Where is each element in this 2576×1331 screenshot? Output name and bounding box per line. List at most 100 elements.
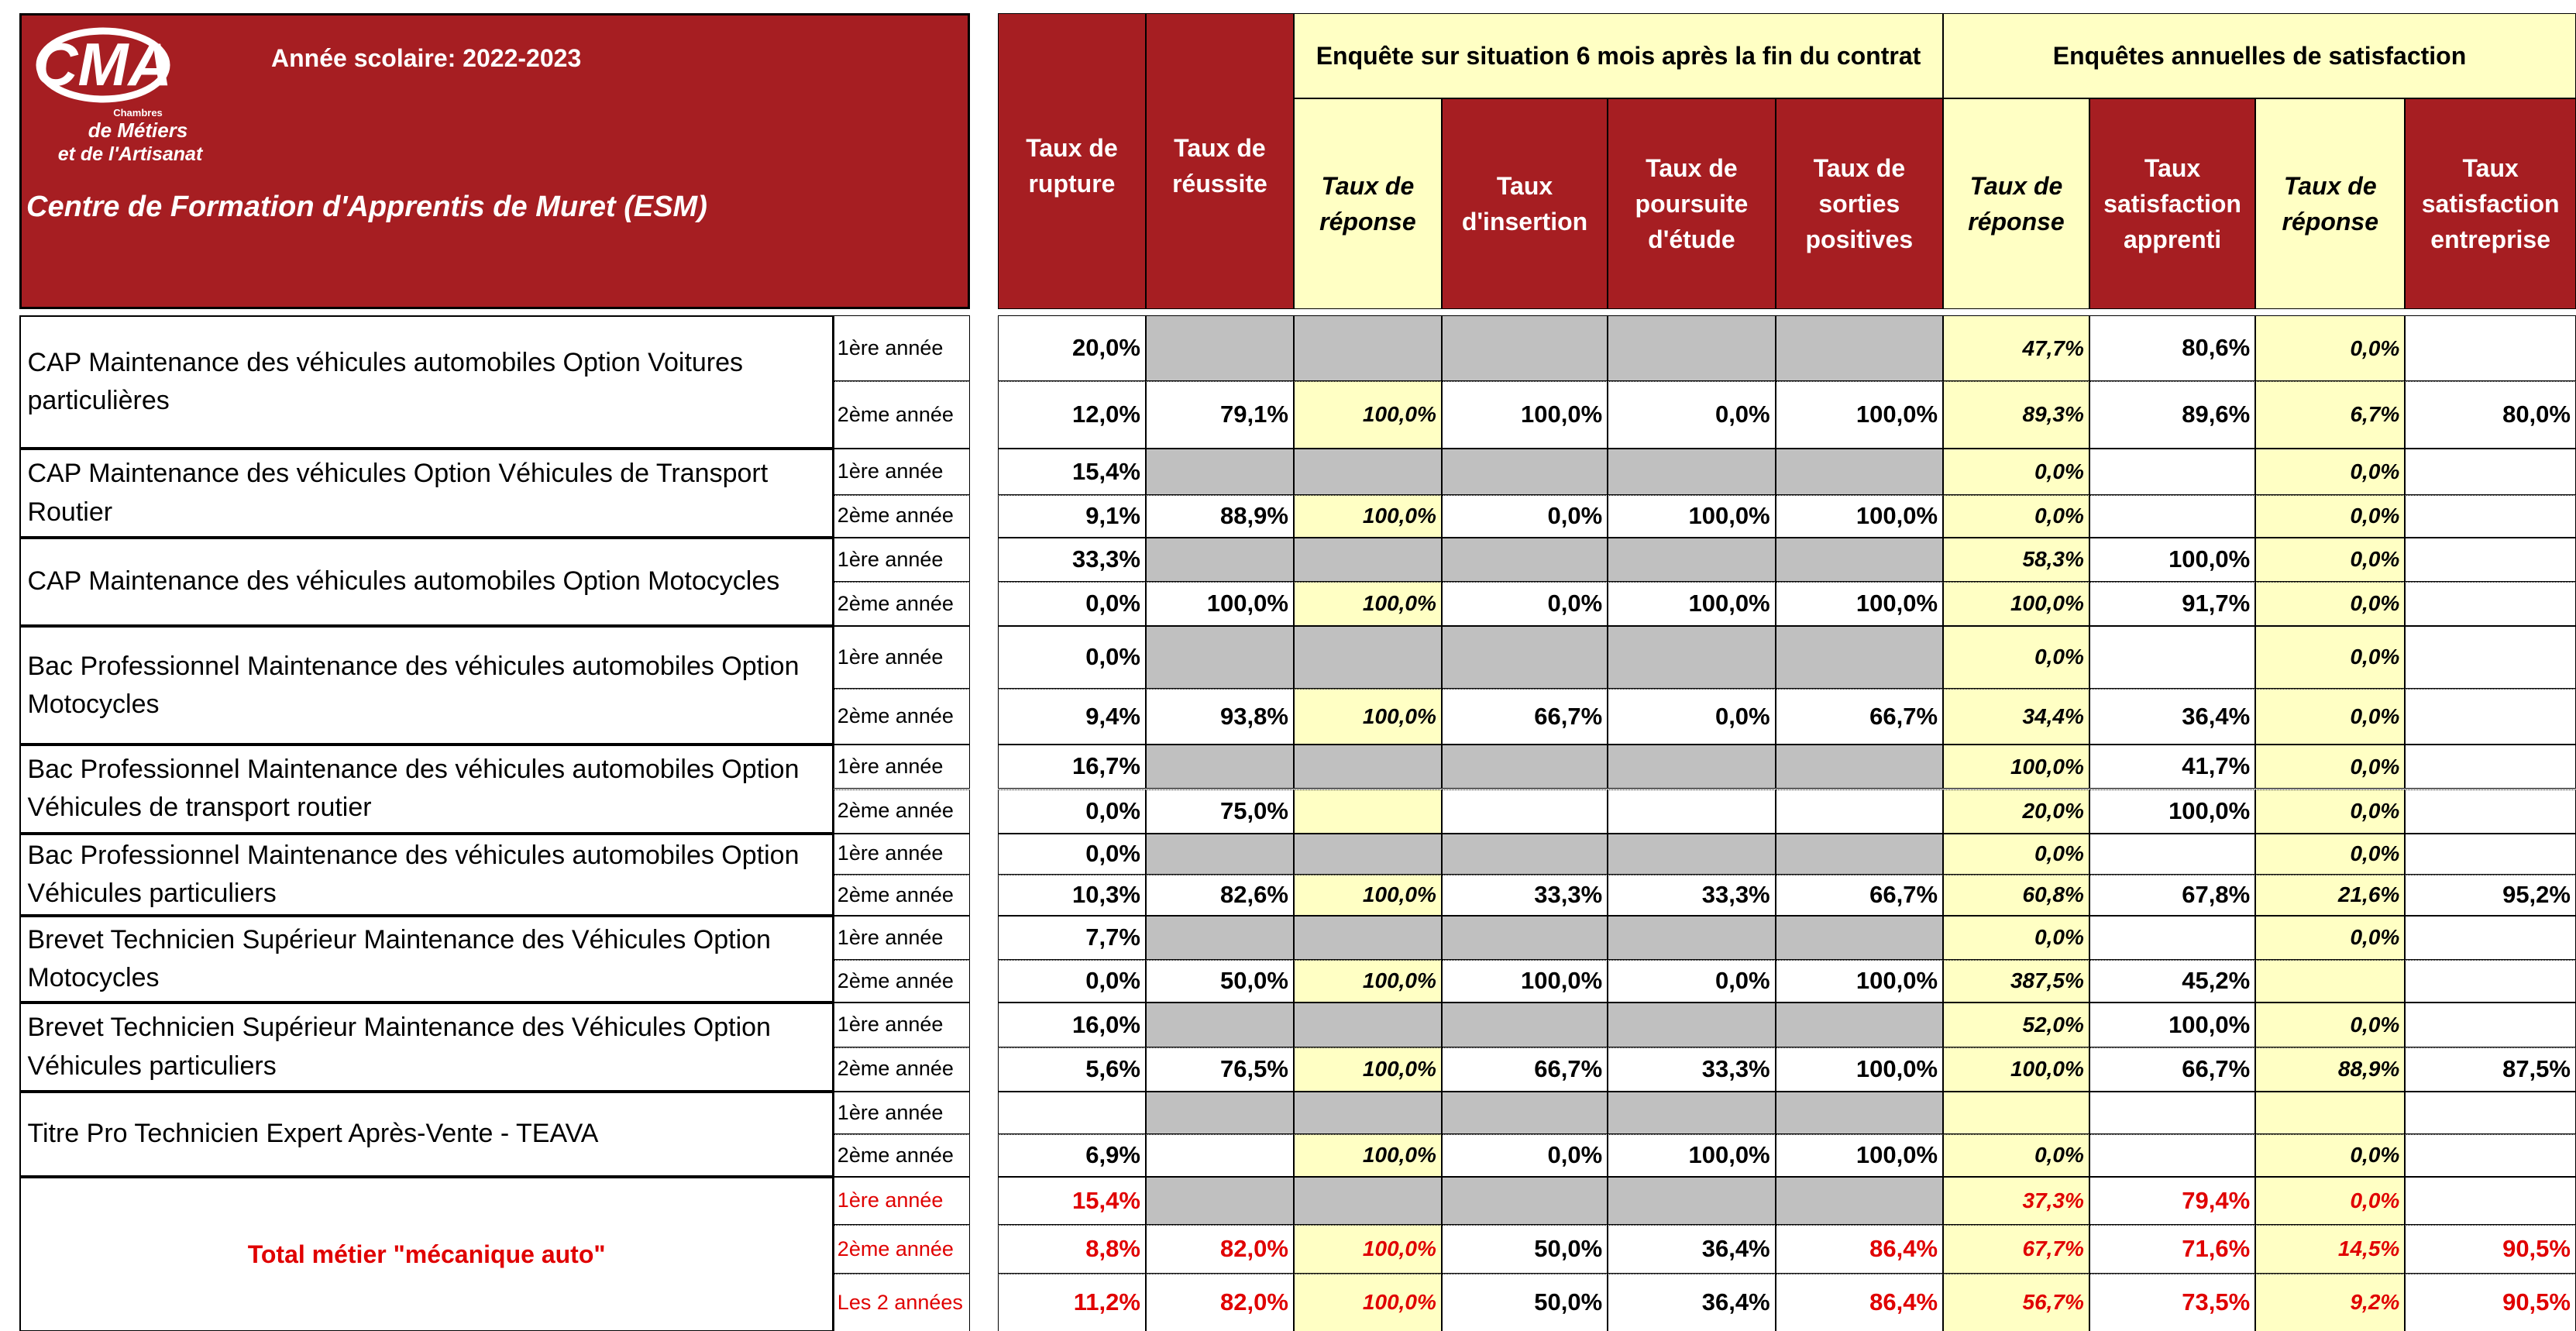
empty-cell [1293, 315, 1442, 382]
value-cell: 71,6% [2089, 1224, 2256, 1274]
response-rate-cell: 0,0% [1943, 833, 2089, 875]
value-cell: 100,0% [1775, 1047, 1944, 1092]
response-rate-cell: 0,0% [1943, 626, 2089, 690]
value-cell [2089, 449, 2256, 495]
centre-name: Centre de Formation d'Apprentis de Muret… [26, 191, 707, 224]
value-cell: 36,4% [1608, 1274, 1776, 1331]
value-cell: 79,4% [2089, 1177, 2256, 1225]
value-cell: 36,4% [2089, 689, 2256, 745]
logo-ring [36, 27, 170, 103]
value-cell: 86,4% [1775, 1274, 1944, 1331]
value-cell: 0,0% [997, 960, 1146, 1003]
empty-cell [1293, 1003, 1442, 1047]
value-cell: 66,7% [1775, 689, 1944, 745]
value-cell [2089, 494, 2256, 538]
year-label: 2ème année [833, 1134, 970, 1178]
value-cell: 90,5% [2405, 1224, 2576, 1274]
value-cell: 75,0% [1145, 789, 1294, 834]
value-cell: 36,4% [1608, 1224, 1776, 1274]
empty-cell [1608, 833, 1776, 875]
row-label: CAP Maintenance des véhicules automobile… [19, 537, 834, 627]
response-rate-cell: 0,0% [2255, 1003, 2406, 1047]
empty-cell [1145, 449, 1294, 495]
value-cell: 89,6% [2089, 381, 2256, 449]
year-label: 2ème année [833, 960, 970, 1003]
value-cell [2089, 833, 2256, 875]
value-cell [2405, 1003, 2576, 1047]
value-cell [2405, 1134, 2576, 1178]
value-cell: 86,4% [1775, 1224, 1944, 1274]
response-rate-cell: 34,4% [1943, 689, 2089, 745]
response-rate-cell: 0,0% [1943, 1134, 2089, 1178]
value-cell [2405, 449, 2576, 495]
response-rate-cell: 100,0% [1293, 874, 1442, 916]
empty-cell [1608, 915, 1776, 961]
value-cell: 41,7% [2089, 745, 2256, 789]
value-cell: 66,7% [1441, 689, 1608, 745]
empty-cell [1293, 745, 1442, 789]
empty-cell [1441, 449, 1608, 495]
year-label: 1ère année [833, 537, 970, 583]
value-cell: 7,7% [997, 915, 1146, 961]
column-header: Taux de sorties positives [1775, 98, 1944, 309]
row-label: Titre Pro Technicien Expert Après-Vente … [19, 1091, 834, 1178]
response-rate-cell: 100,0% [1293, 1224, 1442, 1274]
empty-cell [1775, 1091, 1944, 1135]
value-cell: 79,1% [1145, 381, 1294, 449]
value-cell: 100,0% [1608, 1134, 1776, 1178]
value-cell: 20,0% [997, 315, 1146, 382]
empty-cell [1441, 626, 1608, 690]
response-rate-cell: 0,0% [2255, 494, 2406, 538]
empty-cell [1608, 1177, 1776, 1225]
value-cell [997, 1091, 1146, 1135]
year-label: 1ère année [833, 833, 970, 875]
year-label: 2ème année [833, 582, 970, 627]
value-cell: 93,8% [1145, 689, 1294, 745]
value-cell: 0,0% [997, 626, 1146, 690]
response-rate-cell [2255, 1091, 2406, 1135]
response-rate-cell: 100,0% [1293, 960, 1442, 1003]
value-cell: 0,0% [1608, 381, 1776, 449]
empty-cell [1608, 315, 1776, 382]
value-cell: 33,3% [1608, 874, 1776, 916]
row-label: CAP Maintenance des véhicules automobile… [19, 315, 834, 449]
response-rate-cell: 100,0% [1943, 1047, 2089, 1092]
value-cell [2405, 745, 2576, 789]
value-cell: 90,5% [2405, 1274, 2576, 1331]
value-cell [2405, 582, 2576, 627]
value-cell: 0,0% [1441, 1134, 1608, 1178]
response-rate-cell: 89,3% [1943, 381, 2089, 449]
empty-cell [1145, 833, 1294, 875]
response-rate-cell: 58,3% [1943, 537, 2089, 583]
row-label: Brevet Technicien Supérieur Maintenance … [19, 1003, 834, 1092]
value-cell: 66,7% [1441, 1047, 1608, 1092]
empty-cell [1775, 833, 1944, 875]
row-label: Brevet Technicien Supérieur Maintenance … [19, 915, 834, 1003]
response-rate-cell: 67,7% [1943, 1224, 2089, 1274]
value-cell: 100,0% [1775, 1134, 1944, 1178]
value-cell: 100,0% [1775, 582, 1944, 627]
value-cell [1608, 789, 1776, 834]
year-label: 1ère année [833, 745, 970, 789]
value-cell: 10,3% [997, 874, 1146, 916]
response-rate-cell: 0,0% [2255, 1177, 2406, 1225]
response-rate-cell [2255, 960, 2406, 1003]
value-cell [1775, 789, 1944, 834]
response-rate-cell: 0,0% [2255, 833, 2406, 875]
empty-cell [1775, 449, 1944, 495]
empty-cell [1293, 1091, 1442, 1135]
empty-cell [1145, 626, 1294, 690]
value-cell: 16,7% [997, 745, 1146, 789]
empty-cell [1608, 745, 1776, 789]
value-cell [2405, 833, 2576, 875]
empty-cell [1775, 537, 1944, 583]
value-cell [2089, 1091, 2256, 1135]
logo: CMA Chambres de Métiers et de l'Artisana… [34, 27, 204, 165]
value-cell: 76,5% [1145, 1047, 1294, 1092]
response-rate-cell: 9,2% [2255, 1274, 2406, 1331]
column-header: Taux de rupture [997, 12, 1146, 309]
column-header: Taux d'insertion [1441, 98, 1608, 309]
response-rate-cell: 100,0% [1293, 381, 1442, 449]
value-cell: 82,0% [1145, 1224, 1294, 1274]
response-rate-cell: 0,0% [2255, 745, 2406, 789]
